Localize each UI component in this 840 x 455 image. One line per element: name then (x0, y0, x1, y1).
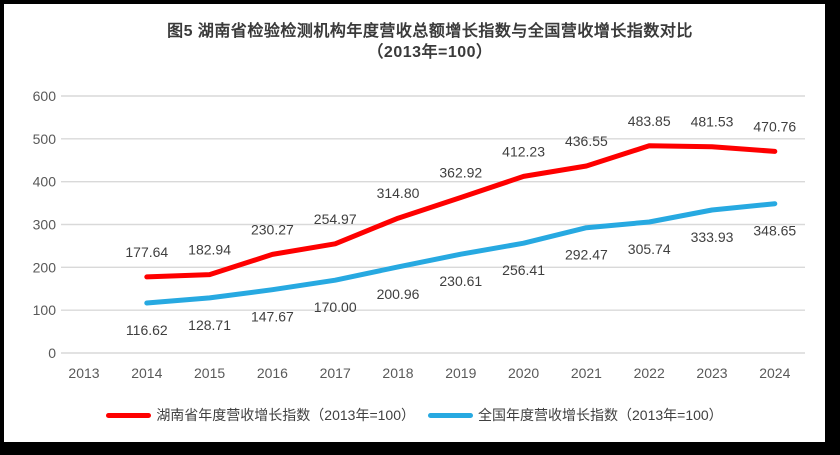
national-data-label-2020: 256.41 (502, 262, 545, 278)
hunan-data-label-2015: 182.94 (188, 242, 231, 258)
x-tick-label-2018: 2018 (382, 365, 413, 381)
national-data-label-2024: 348.65 (753, 223, 796, 239)
national-data-label-2016: 147.67 (251, 309, 294, 325)
hunan-data-label-2020: 412.23 (502, 143, 545, 159)
x-tick-label-2023: 2023 (696, 365, 727, 381)
x-tick-label-2017: 2017 (320, 365, 351, 381)
x-tick-label-2019: 2019 (445, 365, 476, 381)
chart-title-line1: 图5 湖南省检验检测机构年度营收总额增长指数与全国营收增长指数对比 (167, 23, 693, 40)
hunan-data-label-2024: 470.76 (753, 118, 796, 134)
chart-title: 图5 湖南省检验检测机构年度营收总额增长指数与全国营收增长指数对比 （2013年… (60, 21, 800, 63)
hunan-data-label-2019: 362.92 (439, 165, 482, 181)
national-data-label-2014: 116.62 (126, 322, 168, 338)
hunan-series-swatch (106, 412, 152, 418)
hunan-series-line (144, 143, 778, 280)
y-tick-label-600: 600 (33, 88, 57, 104)
x-tick-label-2016: 2016 (257, 365, 288, 381)
x-tick-label-2024: 2024 (759, 365, 790, 381)
hunan-data-label-2014: 177.64 (125, 244, 168, 260)
hunan-data-label-2021: 436.55 (565, 133, 608, 149)
y-tick-label-100: 100 (33, 302, 57, 318)
national-series-swatch (428, 412, 473, 418)
chart-canvas (4, 4, 825, 442)
y-tick-label-0: 0 (48, 345, 56, 361)
national-series-label: 全国年度营收增长指数（2013年=100） (478, 407, 723, 423)
national-data-label-2023: 333.93 (691, 229, 734, 245)
hunan-data-label-2018: 314.80 (377, 185, 420, 201)
y-tick-label-200: 200 (33, 259, 57, 275)
hunan-data-label-2017: 254.97 (314, 211, 357, 227)
hunan-data-label-2023: 481.53 (691, 114, 734, 130)
x-tick-label-2020: 2020 (508, 365, 539, 381)
legend-item-hunan: 湖南省年度营收增长指数（2013年=100） (106, 405, 415, 425)
x-tick-label-2013: 2013 (68, 365, 99, 381)
national-data-label-2015: 128.71 (188, 317, 231, 333)
x-tick-label-2021: 2021 (571, 365, 602, 381)
y-tick-label-400: 400 (33, 174, 57, 190)
x-tick-label-2014: 2014 (131, 365, 162, 381)
legend-item-national: 全国年度营收增长指数（2013年=100） (428, 405, 723, 425)
national-data-label-2021: 292.47 (565, 247, 608, 263)
national-data-label-2018: 200.96 (377, 286, 420, 302)
hunan-series-label: 湖南省年度营收增长指数（2013年=100） (156, 407, 415, 423)
x-tick-label-2022: 2022 (634, 365, 665, 381)
legend: 湖南省年度营收增长指数（2013年=100） 全国年度营收增长指数（2013年=… (4, 405, 825, 425)
chart-title-line2: （2013年=100） (367, 44, 493, 61)
national-data-label-2017: 170.00 (314, 299, 357, 315)
x-tick-label-2015: 2015 (194, 365, 225, 381)
hunan-data-label-2016: 230.27 (251, 221, 294, 237)
national-data-label-2022: 305.74 (628, 241, 671, 257)
national-data-label-2019: 230.61 (439, 273, 482, 289)
y-tick-label-300: 300 (33, 217, 57, 233)
national-series-line (144, 201, 778, 306)
hunan-data-label-2022: 483.85 (628, 113, 671, 129)
y-tick-label-500: 500 (33, 131, 57, 147)
